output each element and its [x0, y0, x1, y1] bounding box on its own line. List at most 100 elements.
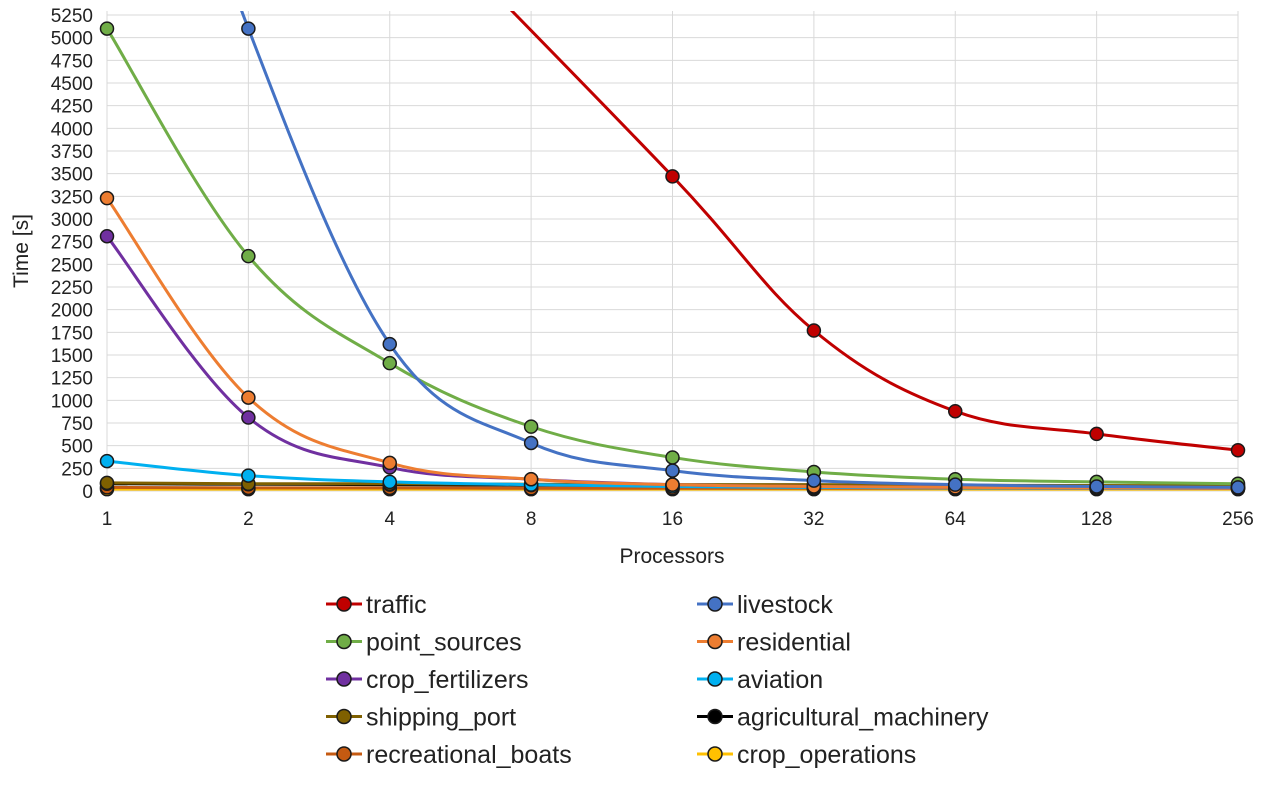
data-point-traffic — [1230, 442, 1246, 458]
data-point-residential — [523, 471, 539, 487]
data-point-livestock — [665, 463, 680, 478]
legend-marker — [336, 671, 352, 687]
x-tick-label: 8 — [526, 509, 537, 530]
x-tick-label: 16 — [662, 509, 683, 530]
data-point-residential — [382, 455, 397, 471]
legend-label: recreational_boats — [366, 741, 572, 769]
data-point-livestock — [241, 21, 256, 36]
legend: traffic livestock point_sources residential… — [326, 591, 989, 769]
y-tick-label: 1500 — [51, 346, 93, 367]
data-point-livestock — [382, 336, 397, 352]
data-point-traffic — [665, 169, 680, 184]
legend-marker — [707, 671, 723, 687]
legend-item-aviation: aviation — [697, 666, 823, 694]
y-tick-label: 3000 — [51, 210, 93, 231]
y-tick-label: 5000 — [51, 29, 93, 50]
data-point-livestock — [1089, 479, 1104, 494]
y-tick-label: 4000 — [51, 119, 93, 140]
data-point-traffic — [948, 403, 963, 419]
y-tick-label: 2500 — [51, 255, 93, 276]
legend-item-recreational-boats: recreational_boats — [326, 741, 572, 769]
data-point-crop-fertilizers — [241, 410, 256, 425]
legend-item-crop-fertilizers: crop_fertilizers — [326, 666, 529, 694]
y-tick-label: 1250 — [51, 369, 93, 390]
data-point-point-sources — [99, 21, 115, 36]
series-markers — [99, 21, 1246, 497]
y-tick-label: 2000 — [51, 301, 93, 322]
y-tick-label: 3250 — [51, 187, 93, 208]
legend-marker — [336, 596, 352, 612]
x-axis-title: Processors — [619, 545, 724, 568]
legend-marker — [707, 596, 723, 612]
y-tick-label: 0 — [82, 482, 93, 503]
data-point-point-sources — [665, 450, 680, 465]
y-tick-label: 3500 — [51, 165, 93, 186]
data-point-point-sources — [523, 419, 539, 434]
legend-label: livestock — [737, 591, 833, 619]
data-point-livestock — [1230, 480, 1246, 495]
legend-label: crop_fertilizers — [366, 666, 529, 694]
legend-item-livestock: livestock — [697, 591, 833, 619]
data-point-livestock — [948, 477, 963, 492]
y-tick-label: 250 — [61, 459, 93, 480]
gridlines — [106, 11, 1239, 492]
data-point-aviation — [382, 474, 397, 490]
legend-item-point-sources: point_sources — [326, 629, 522, 657]
legend-label: crop_operations — [737, 741, 916, 769]
legend-marker — [707, 708, 723, 725]
y-tick-label: 1750 — [51, 323, 93, 344]
data-point-point-sources — [241, 248, 256, 264]
legend-marker — [336, 708, 352, 725]
y-tick-label: 2250 — [51, 278, 93, 299]
legend-label: point_sources — [366, 629, 522, 657]
y-axis: 0250500750100012501500175020002250250027… — [51, 6, 93, 503]
legend-item-shipping-port: shipping_port — [326, 704, 516, 732]
y-tick-label: 3750 — [51, 142, 93, 163]
legend-item-traffic: traffic — [326, 591, 427, 619]
x-axis: 1 2 4 8 16 32 64 128 256 — [102, 509, 1254, 530]
data-point-residential — [241, 390, 256, 405]
x-tick-label: 256 — [1222, 509, 1254, 530]
legend-marker — [707, 633, 723, 650]
data-point-aviation — [99, 453, 115, 469]
data-point-point-sources — [382, 355, 397, 371]
legend-label: shipping_port — [366, 704, 516, 732]
y-tick-label: 1000 — [51, 391, 93, 412]
data-point-shipping-port — [99, 475, 115, 491]
y-tick-label: 4250 — [51, 97, 93, 118]
data-point-traffic — [1089, 426, 1104, 442]
data-point-crop-fertilizers — [99, 228, 115, 244]
x-tick-label: 1 — [102, 509, 113, 530]
x-tick-label: 64 — [945, 509, 967, 530]
legend-marker — [336, 633, 352, 650]
data-point-aviation — [241, 468, 256, 483]
y-tick-label: 750 — [61, 414, 93, 435]
data-point-livestock — [806, 473, 822, 488]
data-point-livestock — [523, 435, 539, 451]
data-point-traffic — [806, 323, 822, 338]
legend-label: agricultural_machinery — [737, 704, 989, 732]
legend-item-crop-operations: crop_operations — [697, 741, 916, 769]
series-line-traffic — [509, 11, 1238, 452]
data-point-residential — [665, 477, 680, 492]
legend-item-residential: residential — [697, 629, 851, 657]
legend-item-agricultural-machinery: agricultural_machinery — [697, 704, 989, 732]
data-point-residential — [99, 190, 115, 206]
legend-label: residential — [737, 629, 851, 657]
x-tick-label: 4 — [384, 509, 395, 530]
x-tick-label: 32 — [803, 509, 824, 530]
y-tick-label: 4500 — [51, 74, 93, 95]
y-tick-label: 2750 — [51, 233, 93, 254]
x-tick-label: 128 — [1081, 509, 1113, 530]
legend-marker — [336, 746, 352, 762]
legend-label: aviation — [737, 666, 823, 694]
y-tick-label: 5250 — [51, 6, 93, 27]
series-line-livestock — [240, 11, 1238, 489]
y-tick-label: 500 — [61, 437, 93, 458]
legend-label: traffic — [366, 591, 427, 619]
series-line-residential — [107, 197, 1238, 490]
legend-marker — [707, 746, 723, 762]
y-axis-title: Time [s] — [10, 214, 33, 288]
y-tick-label: 4750 — [51, 51, 93, 72]
